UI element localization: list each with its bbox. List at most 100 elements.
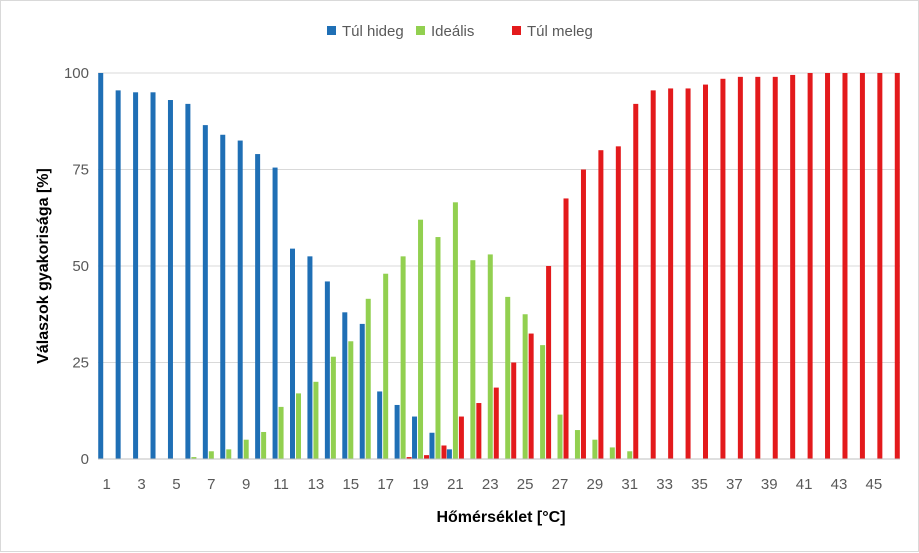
- bar-tul-meleg-41: [807, 73, 813, 459]
- bar-tul-hideg-14: [324, 281, 330, 459]
- bar-tul-hideg-6: [185, 103, 191, 459]
- x-tick-label: 7: [207, 476, 215, 493]
- bar-idealis-15: [348, 341, 354, 459]
- x-tick-label: 23: [482, 476, 499, 493]
- bar-tul-meleg-22: [476, 403, 482, 459]
- x-axis-title: Hőmérséklet [°C]: [436, 509, 565, 526]
- bar-tul-meleg-40: [790, 74, 796, 460]
- bar-tul-hideg-12: [290, 248, 295, 459]
- bar-idealis-12: [296, 393, 301, 459]
- bar-tul-meleg-20: [441, 445, 447, 459]
- bar-tul-hideg-2: [115, 90, 121, 460]
- x-tick-label: 35: [691, 476, 708, 493]
- x-tick-label: 31: [621, 476, 638, 493]
- bar-tul-meleg-44: [859, 73, 865, 459]
- bar-idealis-29: [592, 439, 598, 459]
- bar-tul-meleg-23: [493, 387, 499, 459]
- bar-tul-meleg-31: [633, 103, 639, 459]
- bar-tul-hideg-11: [272, 167, 278, 459]
- x-tick-label: 13: [308, 476, 325, 493]
- bar-tul-hideg-4: [150, 92, 156, 460]
- bar-tul-meleg-34: [685, 88, 691, 459]
- y-tick-label: 25: [72, 355, 89, 372]
- bar-idealis-19: [418, 219, 424, 459]
- legend-swatch-2: [512, 26, 521, 35]
- y-tick-label: 50: [72, 258, 89, 275]
- legend-swatch-0: [327, 26, 336, 35]
- x-tick-label: 19: [412, 476, 429, 493]
- x-tick-label: 3: [137, 476, 145, 493]
- legend-label-2: Túl meleg: [527, 23, 593, 40]
- x-tick-label: 1: [103, 476, 111, 493]
- bar-tul-hideg-16: [359, 323, 365, 459]
- bar-idealis-30: [609, 447, 615, 459]
- bar-idealis-26: [540, 345, 546, 459]
- x-tick-label: 15: [342, 476, 359, 493]
- bar-idealis-20: [435, 237, 441, 459]
- x-tick-label: 9: [242, 476, 250, 493]
- x-tick-label: 33: [656, 476, 673, 493]
- bar-tul-hideg-9: [237, 140, 243, 460]
- bar-tul-hideg-17: [377, 391, 383, 459]
- x-tick-label: 21: [447, 476, 464, 493]
- bar-tul-hideg-21: [446, 449, 452, 459]
- bar-idealis-14: [330, 356, 336, 459]
- bar-idealis-27: [557, 414, 563, 459]
- bar-tul-hideg-1: [98, 73, 104, 459]
- x-tick-label: 25: [517, 476, 534, 493]
- bar-tul-meleg-46: [894, 73, 900, 459]
- bar-tul-meleg-38: [755, 76, 761, 460]
- bar-idealis-21: [452, 202, 458, 459]
- x-tick-label: 45: [866, 476, 883, 493]
- bar-idealis-8: [226, 449, 232, 459]
- bar-idealis-16: [365, 298, 371, 459]
- x-tick-label: 17: [377, 476, 394, 493]
- bar-tul-meleg-29: [598, 150, 604, 459]
- bar-idealis-10: [261, 431, 267, 459]
- bar-idealis-18: [400, 256, 406, 459]
- bar-tul-meleg-32: [650, 90, 656, 460]
- bar-tul-meleg-43: [842, 73, 848, 459]
- bar-tul-meleg-42: [825, 73, 831, 459]
- grid-layer: [98, 72, 900, 363]
- bar-tul-meleg-21: [458, 416, 464, 459]
- bar-idealis-25: [522, 314, 528, 459]
- bar-tul-meleg-24: [511, 362, 517, 459]
- bar-idealis-11: [278, 406, 284, 459]
- bar-idealis-6: [191, 457, 197, 459]
- bar-idealis-17: [383, 273, 389, 459]
- x-tick-label: 5: [172, 476, 180, 493]
- bar-tul-meleg-35: [703, 84, 708, 459]
- legend-swatch-1: [416, 26, 425, 35]
- bar-tul-meleg-45: [877, 73, 883, 459]
- bar-tul-hideg-10: [255, 154, 261, 459]
- bar-tul-hideg-18: [394, 404, 400, 459]
- y-tick-label: 100: [64, 65, 89, 82]
- legend-label-1: Ideális: [431, 23, 474, 40]
- legend-layer: Túl hideg Ideális Túl meleg: [327, 23, 593, 40]
- bar-tul-meleg-36: [720, 78, 726, 459]
- x-tick-label: 29: [587, 476, 604, 493]
- bar-idealis-7: [208, 451, 214, 459]
- bar-tul-meleg-26: [546, 266, 552, 459]
- bar-idealis-9: [243, 439, 249, 459]
- y-tick-label: 75: [72, 162, 89, 179]
- bar-tul-meleg-37: [737, 76, 743, 460]
- y-tick-label: 0: [81, 451, 89, 468]
- bar-tul-hideg-7: [202, 125, 208, 460]
- x-tick-label: 37: [726, 476, 743, 493]
- bar-idealis-24: [505, 296, 511, 459]
- bar-tul-hideg-19: [412, 416, 418, 459]
- bar-tul-meleg-19: [424, 455, 430, 459]
- y-axis-title: Válaszok gyakorisága [%]: [35, 168, 52, 364]
- bar-tul-hideg-15: [342, 312, 348, 459]
- bar-idealis-23: [487, 254, 493, 459]
- bar-tul-hideg-3: [133, 92, 139, 460]
- bar-tul-hideg-20: [429, 432, 435, 459]
- bar-idealis-28: [574, 430, 580, 459]
- x-tick-label: 43: [831, 476, 848, 493]
- bar-tul-meleg-30: [615, 146, 621, 459]
- bar-tul-meleg-25: [528, 333, 534, 459]
